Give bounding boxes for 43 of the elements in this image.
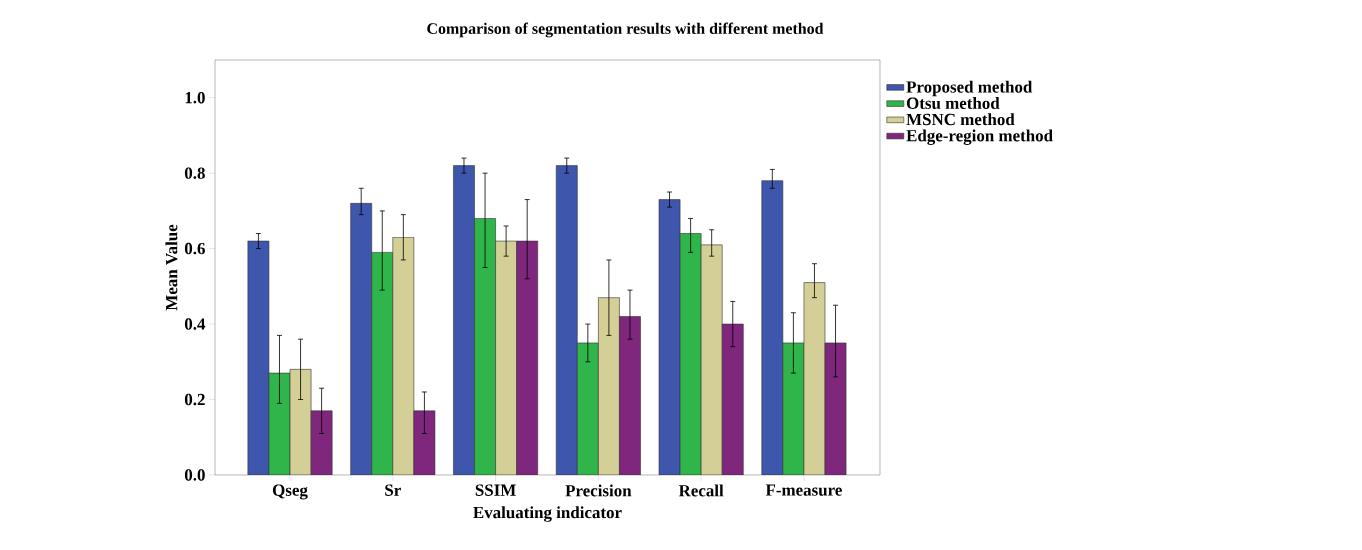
x-tick-label: F-measure: [765, 484, 842, 496]
bar: [371, 252, 393, 475]
bar: [722, 324, 744, 475]
chart-title: Comparison of segmentation results with different method: [427, 22, 824, 38]
bar: [474, 218, 496, 475]
bar: [659, 199, 681, 475]
bar: [782, 342, 805, 475]
bar: [824, 342, 847, 475]
bar: [803, 282, 826, 475]
bar: [350, 203, 372, 475]
legend-label: Proposed method: [906, 80, 1033, 97]
bar: [290, 369, 312, 475]
bar: [761, 180, 784, 475]
y-axis-title: Mean Value: [165, 224, 178, 311]
bar: [495, 241, 517, 475]
y-tick-label: 0.4: [184, 318, 206, 330]
bar: [247, 241, 269, 475]
legend-label: Edge-region method: [906, 129, 1053, 145]
x-tick-label: Precision: [565, 484, 632, 497]
bar: [577, 342, 599, 475]
x-tick-label: Qseg: [272, 484, 308, 500]
y-tick-label: 0.6: [184, 242, 205, 255]
x-tick-label: SSIM: [475, 484, 516, 496]
bar: [453, 165, 475, 475]
y-tick-label: 1.0: [185, 91, 205, 104]
y-tick-label: 0.8: [184, 167, 205, 179]
bar: [701, 244, 723, 475]
x-tick-label: Sr: [385, 484, 401, 496]
bar: [311, 410, 333, 475]
bar: [598, 297, 620, 475]
y-tick-label: 0.2: [184, 393, 205, 406]
bar: [268, 373, 291, 475]
bar: [413, 410, 435, 475]
bar: [556, 165, 578, 475]
legend-label: Otsu method: [906, 97, 1000, 109]
x-tick-label: Recall: [678, 484, 724, 497]
bar: [392, 237, 414, 475]
y-tick-label: 0.0: [184, 469, 205, 481]
x-axis-title: Evaluating indicator: [473, 506, 622, 522]
bar: [619, 316, 641, 475]
legend-label: MSNC method: [906, 113, 1015, 126]
bar: [516, 241, 538, 475]
bar: [680, 233, 702, 475]
